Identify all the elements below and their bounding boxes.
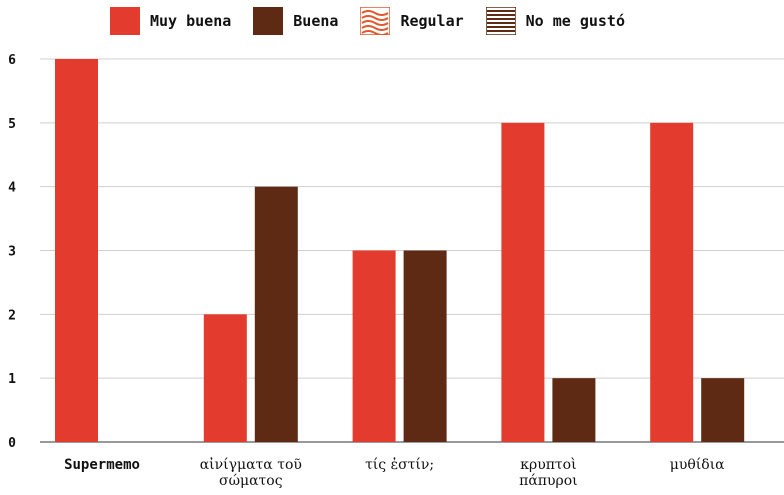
x-tick-label: σώματος bbox=[219, 473, 283, 489]
x-tick-label: τίς ἐστίν; bbox=[365, 456, 434, 473]
y-tick-label: 2 bbox=[8, 308, 16, 323]
bar-buena bbox=[701, 378, 745, 442]
bar-muy-buena bbox=[203, 314, 247, 442]
legend-item-muy-buena: Muy buena bbox=[110, 7, 231, 35]
legend-label-regular: Regular bbox=[400, 12, 464, 30]
y-tick-label: 4 bbox=[8, 181, 16, 196]
x-tick-label: κρυπτοὶ bbox=[520, 456, 576, 473]
legend-item-regular: Regular bbox=[360, 7, 464, 35]
legend-item-no-me-gusto: No me gustó bbox=[485, 7, 625, 35]
bar-muy-buena bbox=[55, 59, 98, 442]
y-tick-label: 5 bbox=[8, 117, 16, 132]
bar-muy-buena bbox=[501, 122, 545, 442]
bar-buena bbox=[552, 378, 596, 442]
legend-item-buena: Buena bbox=[253, 7, 338, 35]
x-tick-label: Supermemo bbox=[64, 457, 140, 473]
legend-label-no-me-gusto: No me gustó bbox=[525, 12, 625, 30]
legend-swatch-buena bbox=[253, 7, 284, 35]
legend-label-buena: Buena bbox=[293, 12, 339, 30]
legend: Muy buena Buena Regular No me gustó bbox=[110, 6, 647, 36]
bar-buena bbox=[254, 186, 298, 442]
bar-muy-buena bbox=[650, 122, 694, 442]
bar-buena bbox=[403, 250, 447, 442]
legend-swatch-regular bbox=[360, 7, 391, 35]
y-tick-label: 1 bbox=[8, 372, 16, 387]
bar-muy-buena bbox=[352, 250, 396, 442]
x-tick-label: μυθίδια bbox=[670, 456, 725, 473]
legend-label-muy-buena: Muy buena bbox=[150, 12, 232, 30]
y-tick-label: 0 bbox=[8, 436, 16, 451]
legend-swatch-muy-buena bbox=[110, 7, 140, 35]
y-tick-label: 6 bbox=[8, 53, 16, 68]
x-tick-label: αἰνίγματα τοῦ bbox=[200, 456, 302, 473]
y-tick-label: 3 bbox=[8, 245, 16, 260]
x-tick-label: πάπυροι bbox=[519, 473, 578, 489]
legend-swatch-no-me-gusto bbox=[485, 7, 516, 35]
